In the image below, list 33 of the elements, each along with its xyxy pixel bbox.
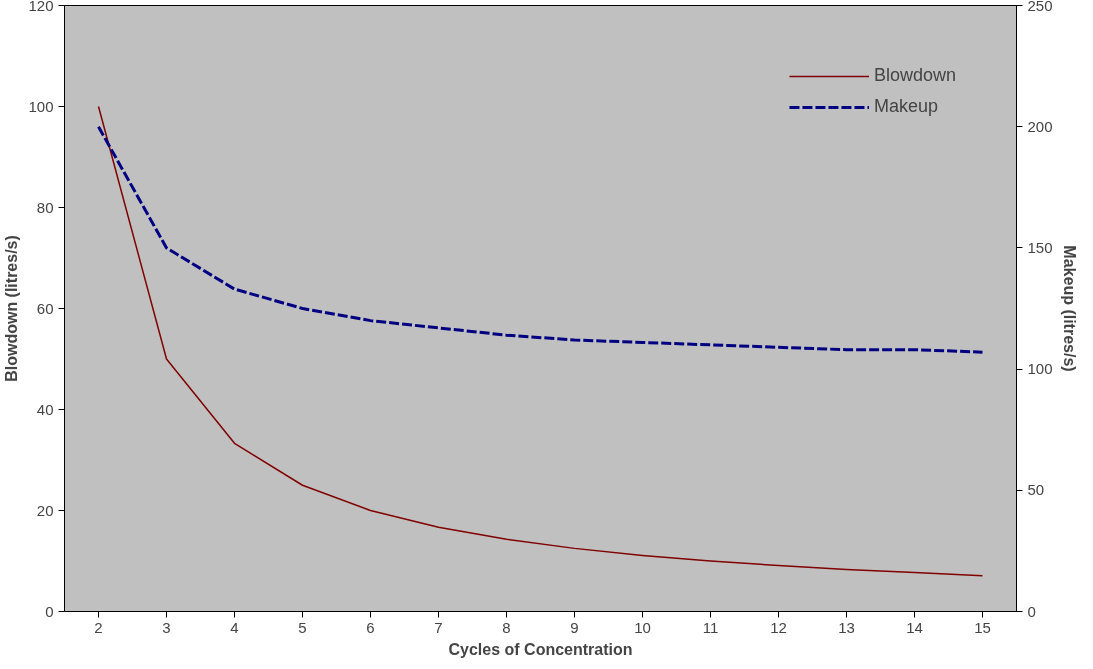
x-tick-label: 14 — [906, 618, 923, 636]
y-tick-label: 120 — [28, 0, 54, 14]
x-tick-label: 2 — [94, 618, 103, 636]
y2-tick-label: 0 — [1027, 602, 1036, 620]
x-axis-title: Cycles of Concentration — [448, 640, 633, 658]
x-tick-label: 7 — [434, 618, 443, 636]
y2-axis-title: Makeup (litres/s) — [1060, 245, 1078, 372]
x-tick-label: 5 — [298, 618, 307, 636]
y-tick-label: 60 — [36, 299, 54, 317]
x-tick-label: 12 — [770, 618, 787, 636]
x-tick-label: 3 — [162, 618, 171, 636]
y-tick-label: 0 — [45, 602, 54, 620]
y2-tick-label: 150 — [1027, 238, 1053, 256]
y-axis-title: Blowdown (litres/s) — [3, 235, 21, 382]
x-tick-label: 6 — [366, 618, 375, 636]
y2-tick-label: 50 — [1027, 481, 1045, 499]
x-tick-label: 9 — [570, 618, 579, 636]
x-tick-label: 15 — [974, 618, 991, 636]
y-tick-label: 100 — [28, 97, 54, 115]
y2-tick-label: 100 — [1027, 360, 1053, 378]
x-tick-label: 8 — [502, 618, 511, 636]
y-tick-label: 80 — [36, 198, 54, 216]
line-series — [97, 125, 984, 354]
x-tick-label: 13 — [838, 618, 855, 636]
y2-tick-label: 250 — [1027, 0, 1053, 14]
y-tick-label: 40 — [36, 400, 54, 418]
x-tick-label: 4 — [230, 618, 239, 636]
y2-tick-label: 200 — [1027, 117, 1053, 135]
legend-label: Blowdown — [873, 65, 956, 86]
x-tick-label: 10 — [634, 618, 651, 636]
legend-label: Makeup — [873, 96, 938, 117]
y-tick-label: 20 — [36, 501, 54, 519]
x-tick-label: 11 — [702, 618, 719, 636]
